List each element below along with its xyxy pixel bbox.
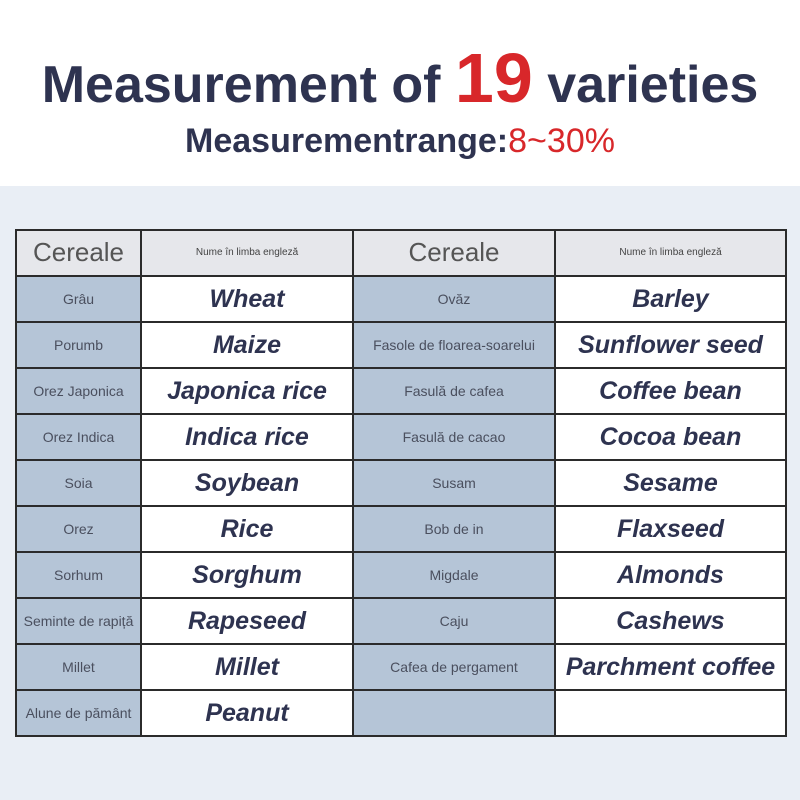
romanian-name: Seminte de rapiță [15,597,142,645]
english-name: Maize [140,321,354,369]
table-row: Alune de pământ Peanut [15,689,787,737]
english-name: Sesame [554,459,787,507]
romanian-name: Sorhum [15,551,142,599]
english-name: Rapeseed [140,597,354,645]
english-name: Sorghum [140,551,354,599]
column-header: Cereale [352,229,556,277]
romanian-name: Millet [15,643,142,691]
english-name: Wheat [140,275,354,323]
romanian-name: Bob de in [352,505,556,553]
subtitle: Measurementrange:8~30% [0,122,800,161]
english-name: Millet [140,643,354,691]
table-row: Grâu Wheat Ovăz Barley [15,275,787,323]
title-text: Measurement of [41,56,441,114]
title-number: 19 [454,39,533,117]
romanian-name: Grâu [15,275,142,323]
subtitle-label: Measurementrange: [185,122,509,160]
romanian-name: Porumb [15,321,142,369]
table-row: Porumb Maize Fasole de floarea-soarelui Sun… [15,321,787,369]
table-row: Sorhum Sorghum Migdale Almonds [15,551,787,599]
table-body: Grâu Wheat Ovăz Barley Porumb Maize Fasole de … [15,275,787,737]
romanian-name: Susam [352,459,556,507]
table: Cereale Nume în limba engleză Cereale Nume … [15,229,787,737]
romanian-name: Ovăz [352,275,556,323]
title-text: varieties [547,56,759,114]
english-name: Peanut [140,689,354,737]
romanian-name: Fasulă de cacao [352,413,556,461]
romanian-name: Cafea de pergament [352,643,556,691]
english-name: Cashews [554,597,787,645]
table-row: Millet Millet Cafea de pergament Parchment … [15,643,787,691]
romanian-name: Caju [352,597,556,645]
romanian-name: Fasulă de cafea [352,367,556,415]
english-name: Soybean [140,459,354,507]
subtitle-range: 8~30% [508,122,615,160]
romanian-name: Orez Indica [15,413,142,461]
column-header: Nume în limba engleză [554,229,787,277]
romanian-name: Fasole de floarea-soarelui [352,321,556,369]
english-name: Almonds [554,551,787,599]
english-name [554,689,787,737]
header-row: Cereale Nume în limba engleză Cereale Nume … [15,229,787,277]
romanian-name [352,689,556,737]
english-name: Sunflower seed [554,321,787,369]
english-name: Parchment coffee [554,643,787,691]
romanian-name: Alune de pământ [15,689,142,737]
english-name: Indica rice [140,413,354,461]
table-row: Seminte de rapiță Rapeseed Caju Cashews [15,597,787,645]
romanian-name: Orez Japonica [15,367,142,415]
english-name: Japonica rice [140,367,354,415]
table-row: Orez Japonica Japonica rice Fasulă de cafe… [15,367,787,415]
romanian-name: Soia [15,459,142,507]
table-row: Orez Indica Indica rice Fasulă de cacao Coc… [15,413,787,461]
romanian-name: Migdale [352,551,556,599]
english-name: Rice [140,505,354,553]
title: Measurement of 19 varieties [0,38,800,125]
english-name: Flaxseed [554,505,787,553]
table-row: Soia Soybean Susam Sesame [15,459,787,507]
header: Measurement of 19 varieties Measurementr… [0,0,800,186]
column-header: Nume în limba engleză [140,229,354,277]
table-row: Orez Rice Bob de in Flaxseed [15,505,787,553]
romanian-name: Orez [15,505,142,553]
column-header: Cereale [15,229,142,277]
english-name: Cocoa bean [554,413,787,461]
english-name: Barley [554,275,787,323]
english-name: Coffee bean [554,367,787,415]
